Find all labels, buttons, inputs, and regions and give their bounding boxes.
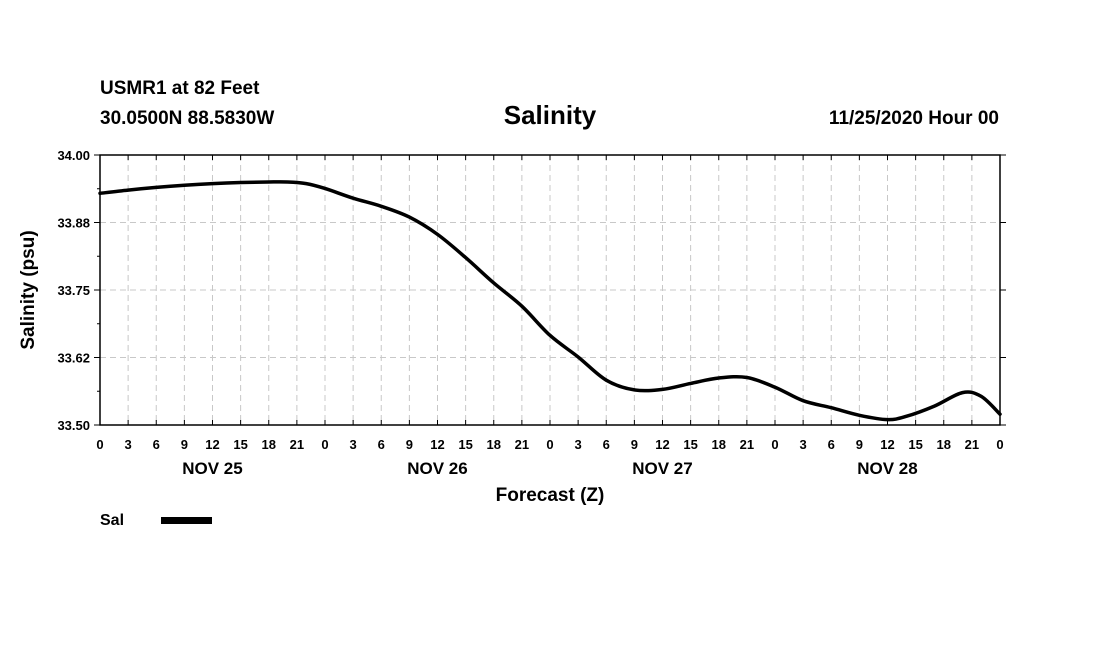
y-tick-label: 33.88 — [57, 216, 90, 231]
x-tick-label: 3 — [125, 437, 132, 452]
x-tick-label: 9 — [856, 437, 863, 452]
x-tick-label: 0 — [771, 437, 778, 452]
grid-lines — [100, 155, 1000, 425]
x-tick-label: 6 — [603, 437, 610, 452]
x-tick-label: 9 — [181, 437, 188, 452]
legend-label: Sal — [100, 512, 124, 529]
x-tick-label: 3 — [800, 437, 807, 452]
legend-swatch — [161, 517, 212, 524]
x-tick-label: 9 — [406, 437, 413, 452]
x-tick-label: 21 — [290, 437, 304, 452]
x-tick-label: 12 — [880, 437, 894, 452]
y-axis-ticks: 33.50 33.62 33.75 33.88 34.00 — [57, 148, 1006, 433]
salinity-series-line — [98, 180, 1002, 422]
x-tick-label: 15 — [683, 437, 697, 452]
day-label: NOV 27 — [632, 459, 692, 478]
x-tick-label: 0 — [96, 437, 103, 452]
x-tick-label: 15 — [908, 437, 922, 452]
y-axis-title: Salinity (psu) — [18, 230, 39, 349]
x-tick-label: 9 — [631, 437, 638, 452]
x-tick-label: 6 — [828, 437, 835, 452]
y-tick-label: 34.00 — [57, 148, 90, 163]
x-tick-label: 0 — [546, 437, 553, 452]
x-tick-label: 21 — [740, 437, 754, 452]
y-tick-label: 33.50 — [57, 418, 90, 433]
x-tick-label: 6 — [153, 437, 160, 452]
x-tick-label: 0 — [996, 437, 1003, 452]
x-tick-label: 12 — [430, 437, 444, 452]
x-tick-label: 18 — [487, 437, 501, 452]
x-tick-label: 18 — [937, 437, 951, 452]
x-axis-ticks: 0 3 6 9 12 15 18 21 0 3 6 9 12 15 18 21 0 3 6 9 12 15 18 21 0 3 6 9… — [96, 155, 1004, 452]
x-tick-label: 18 — [712, 437, 726, 452]
x-tick-label: 3 — [350, 437, 357, 452]
day-label: NOV 28 — [857, 459, 917, 478]
y-tick-label: 33.75 — [57, 283, 90, 298]
x-tick-label: 15 — [233, 437, 247, 452]
x-tick-label: 3 — [575, 437, 582, 452]
chart-title: Salinity — [504, 100, 597, 130]
x-tick-label: 0 — [321, 437, 328, 452]
x-tick-label: 15 — [458, 437, 472, 452]
x-tick-label: 21 — [965, 437, 979, 452]
x-tick-label: 12 — [205, 437, 219, 452]
station-label: USMR1 at 82 Feet — [100, 78, 260, 99]
coordinates-label: 30.0500N 88.5830W — [100, 108, 274, 129]
y-tick-label: 33.62 — [57, 351, 90, 366]
x-tick-label: 21 — [515, 437, 529, 452]
x-tick-label: 6 — [378, 437, 385, 452]
day-label: NOV 25 — [182, 459, 242, 478]
forecast-date-label: 11/25/2020 Hour 00 — [829, 108, 999, 129]
x-tick-label: 12 — [655, 437, 669, 452]
x-tick-label: 18 — [262, 437, 276, 452]
day-label: NOV 26 — [407, 459, 467, 478]
x-axis-title: Forecast (Z) — [496, 485, 605, 506]
day-labels: NOV 25 NOV 26 NOV 27 NOV 28 — [182, 459, 917, 478]
plot-frame — [99, 154, 1001, 426]
